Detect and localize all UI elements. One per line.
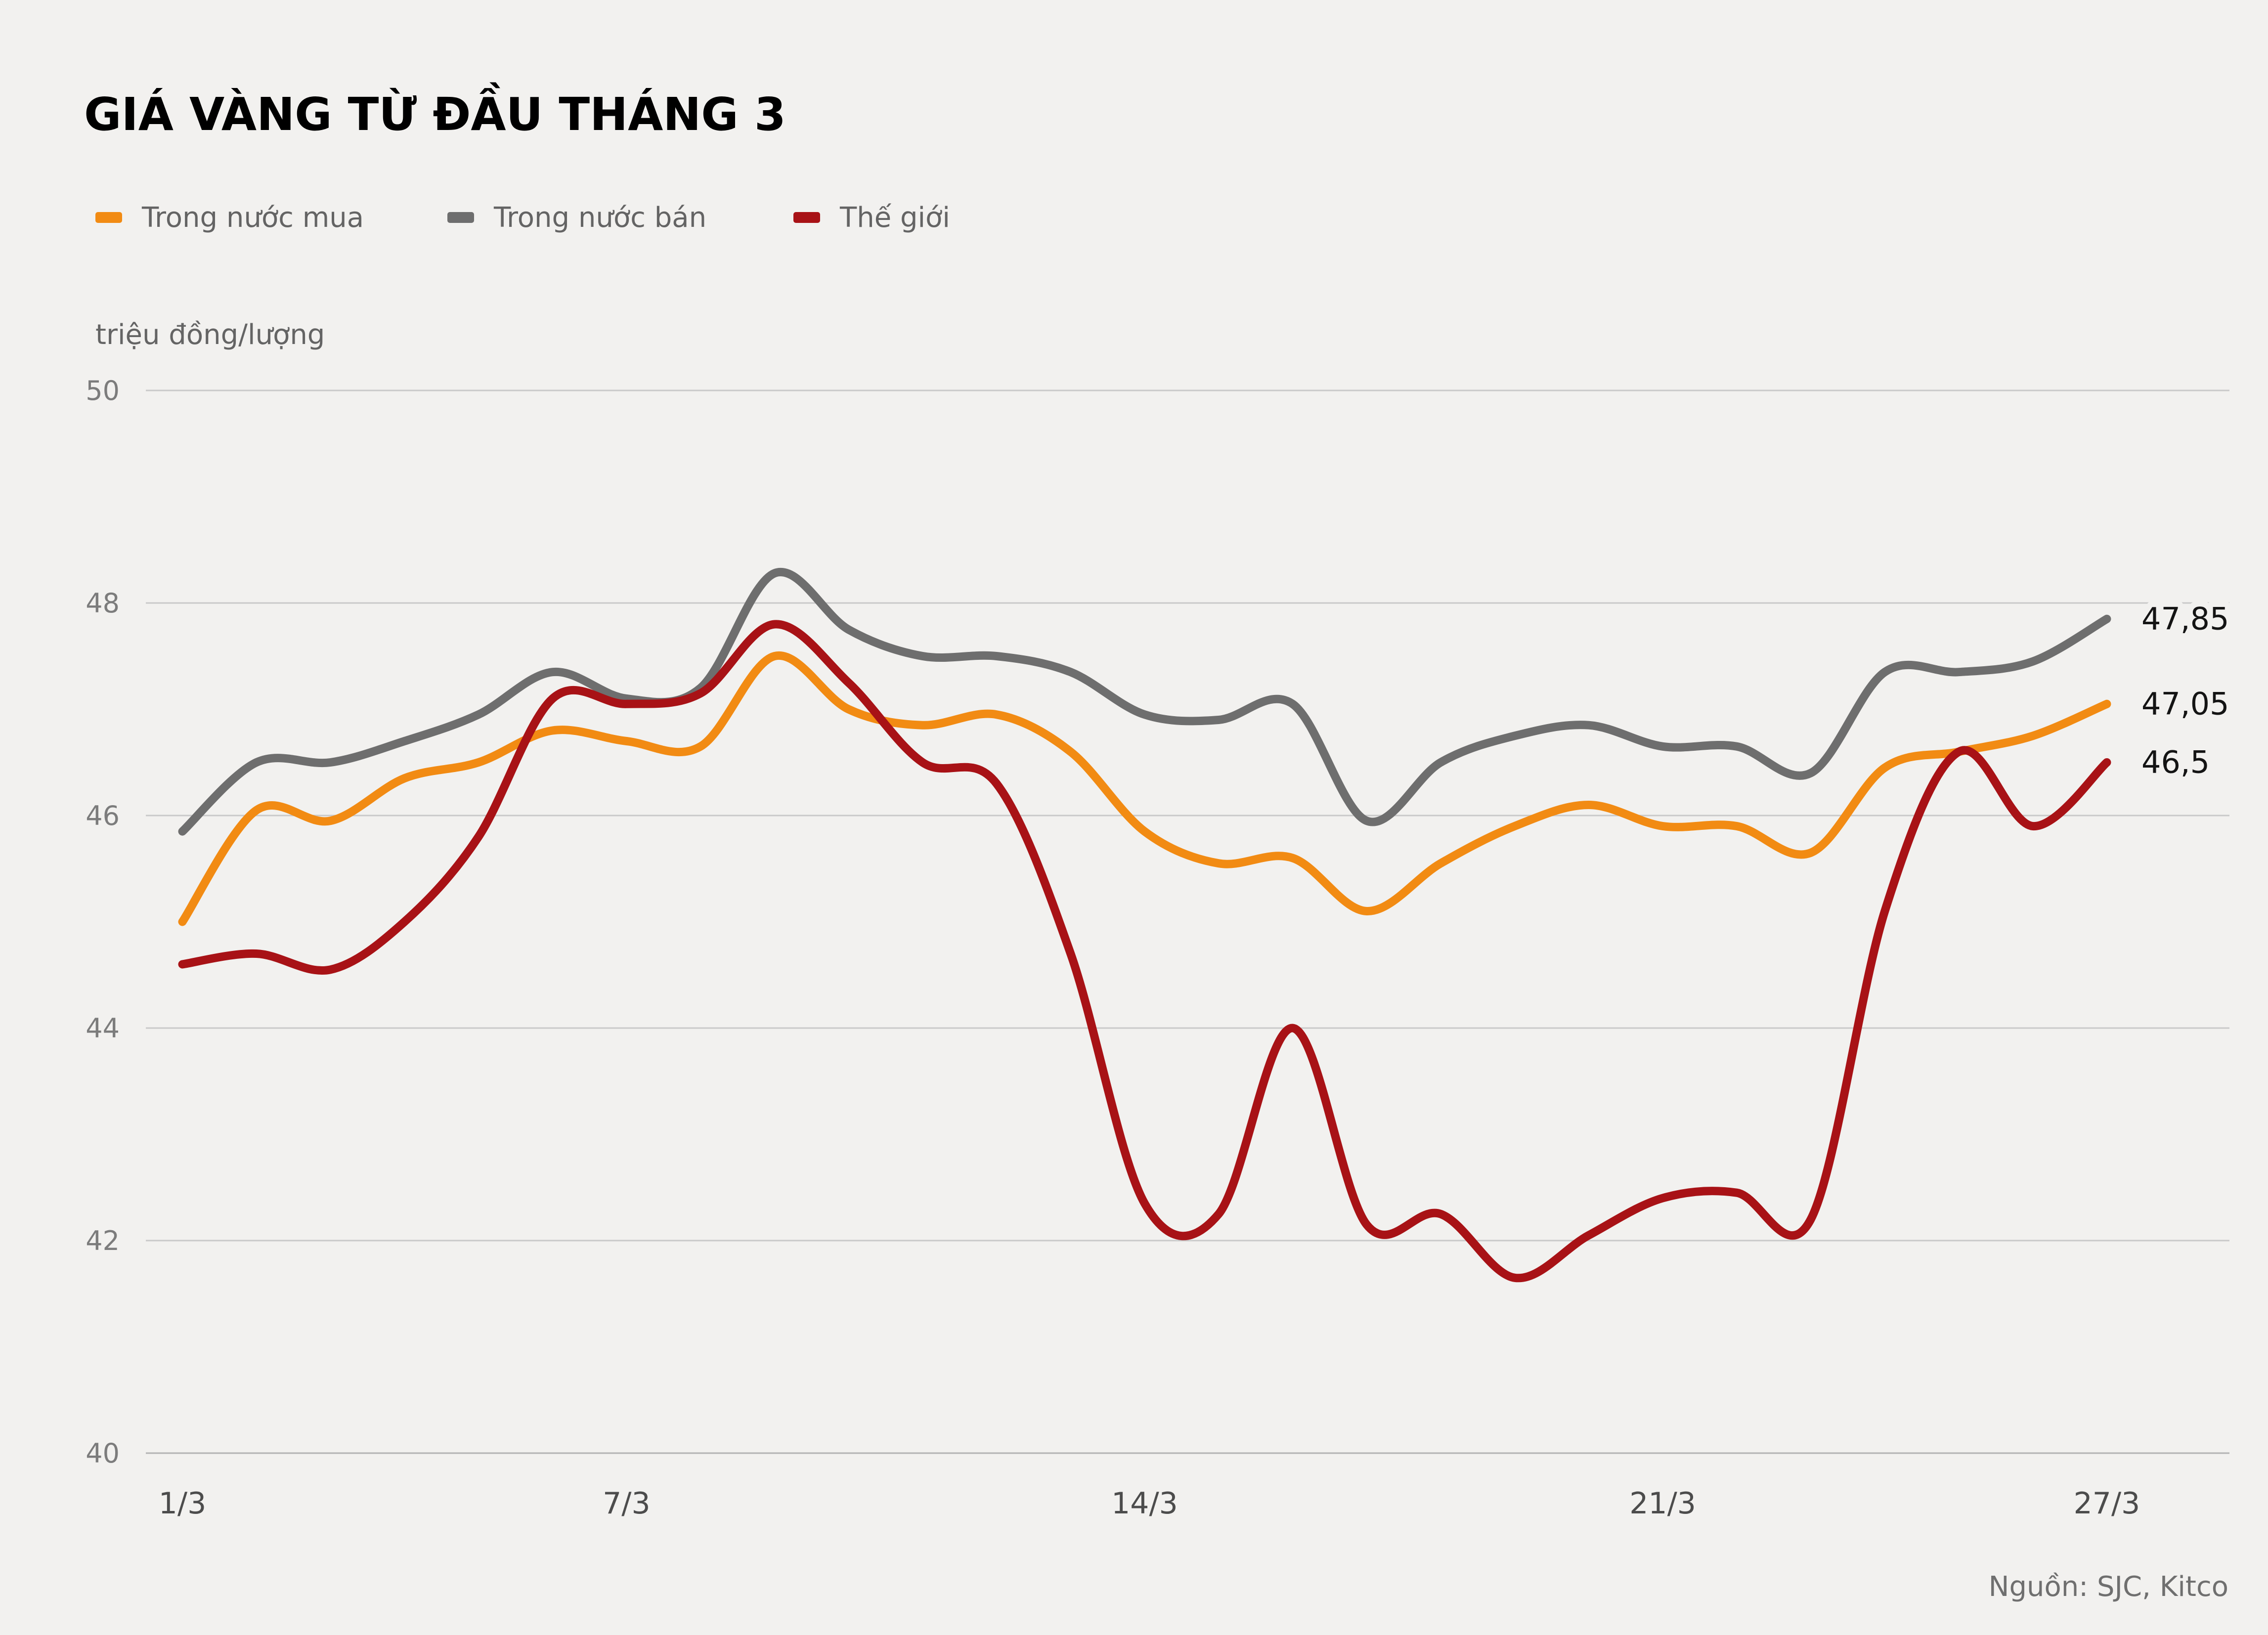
- line-trong-nước-mua: [178, 651, 2111, 926]
- legend-item-world: Thế giới: [793, 201, 950, 234]
- axis-labels: 40 42 44 46 48 50 1/3 7/3 14/3 21/3 27/3: [86, 375, 2140, 1521]
- y-tick-label-46: 46: [86, 800, 120, 831]
- legend-item-domestic-buy: Trong nước mua: [95, 201, 364, 234]
- line-trong-nước-bán: [178, 568, 2111, 836]
- line-thế-giới: [178, 620, 2111, 1283]
- page-title: GIÁ VÀNG TỪ ĐẦU THÁNG 3: [84, 88, 786, 141]
- end-value-labels: 47,05 47,85 46,5: [2136, 595, 2235, 786]
- y-tick-label-50: 50: [86, 375, 120, 406]
- legend-swatch-world-icon: [793, 212, 820, 223]
- legend: Trong nước mua Trong nước bán Thế giới: [0, 202, 2268, 236]
- legend-label-world: Thế giới: [840, 201, 950, 234]
- legend-swatch-domestic-sell-icon: [447, 212, 474, 223]
- end-label-trong-nước-mua: 47,05: [2141, 686, 2229, 722]
- x-tick-label-1-3: 1/3: [159, 1486, 207, 1521]
- source-label: Nguồn: SJC, Kitco: [1988, 1571, 2228, 1603]
- series-lines: [178, 568, 2111, 1283]
- end-label-trong-nước-bán: 47,85: [2141, 601, 2229, 637]
- x-tick-label-7-3: 7/3: [603, 1486, 651, 1521]
- x-tick-label-21-3: 21/3: [1629, 1486, 1696, 1521]
- y-tick-label-42: 42: [86, 1225, 120, 1256]
- gridlines: [146, 389, 2229, 1454]
- legend-label-domestic-buy: Trong nước mua: [142, 201, 364, 234]
- legend-item-domestic-sell: Trong nước bán: [447, 201, 707, 234]
- x-tick-label-27-3: 27/3: [2074, 1486, 2140, 1521]
- y-axis-unit-label: triệu đồng/lượng: [95, 319, 325, 351]
- y-tick-label-40: 40: [86, 1438, 120, 1469]
- legend-label-domestic-sell: Trong nước bán: [494, 201, 707, 234]
- end-label-thế-giới: 46,5: [2141, 744, 2210, 780]
- legend-swatch-domestic-buy-icon: [95, 212, 122, 223]
- y-tick-label-44: 44: [86, 1013, 120, 1044]
- x-tick-label-14-3: 14/3: [1111, 1486, 1178, 1521]
- y-tick-label-48: 48: [86, 588, 120, 619]
